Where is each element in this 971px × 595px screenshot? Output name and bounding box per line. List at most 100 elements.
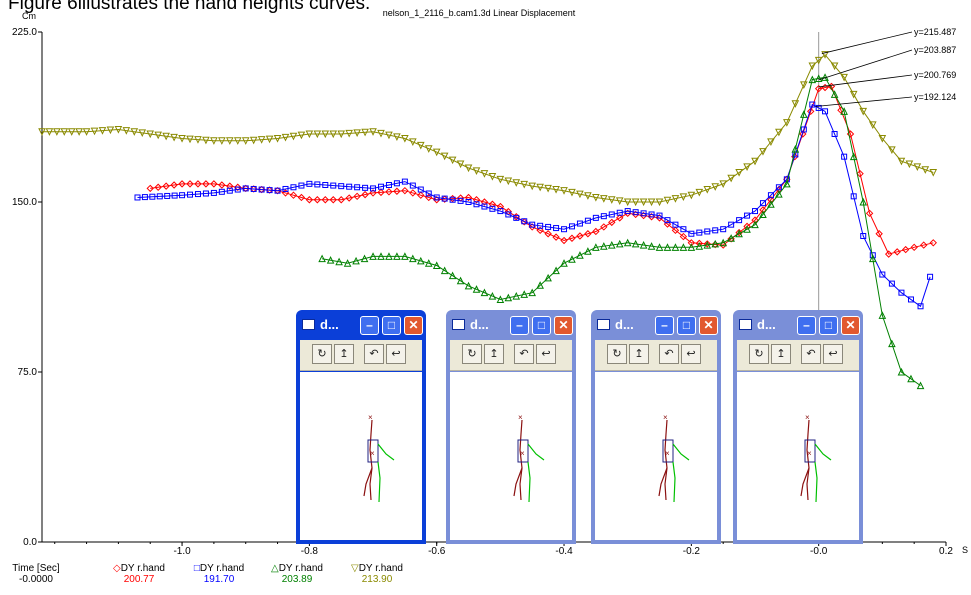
- data-point: [759, 210, 767, 218]
- data-point: [318, 254, 326, 263]
- window-app-icon: [597, 319, 610, 330]
- data-point: [879, 271, 886, 278]
- data-point: [743, 225, 751, 233]
- rotate-y-icon[interactable]: ↥: [629, 344, 649, 364]
- data-point: [544, 184, 552, 193]
- data-point: [552, 233, 560, 241]
- data-point: [687, 239, 696, 247]
- data-point: [481, 203, 488, 210]
- data-point: [592, 193, 600, 202]
- data-point: [655, 243, 664, 251]
- close-button[interactable]: ✕: [699, 316, 718, 335]
- data-point: [695, 242, 704, 250]
- rotate-left-icon[interactable]: ↶: [364, 344, 384, 364]
- data-point: [393, 252, 401, 260]
- data-point: [417, 191, 425, 199]
- data-point: [751, 157, 759, 166]
- series-line: [137, 103, 931, 308]
- data-point: [393, 180, 400, 187]
- skeleton-view: × ×: [300, 372, 422, 540]
- data-point: [560, 187, 568, 195]
- data-point: [905, 160, 914, 169]
- data-point: [584, 230, 592, 238]
- rotate-right-icon[interactable]: ↩: [536, 344, 556, 364]
- data-point: [401, 178, 408, 185]
- rotate-x-icon[interactable]: ↻: [462, 344, 482, 364]
- data-point: [440, 152, 449, 161]
- skeleton-window-2[interactable]: d... – □ ✕ ↻ ↥ ↶ ↩: [446, 310, 576, 544]
- data-point: [841, 153, 848, 160]
- window-titlebar[interactable]: d... – □ ✕: [449, 313, 573, 337]
- spine-line: [519, 419, 523, 501]
- data-point: [306, 180, 313, 187]
- data-point: [305, 130, 314, 139]
- data-point: [735, 229, 743, 238]
- figure-dark-limbs: [513, 419, 523, 501]
- maximize-button[interactable]: □: [532, 316, 551, 335]
- right-arm: [672, 443, 690, 461]
- data-point: [743, 163, 751, 171]
- legend-entry-label: ◇DY r.hand: [100, 563, 178, 574]
- data-point: [210, 189, 217, 196]
- data-point: [146, 130, 155, 139]
- data-point: [576, 220, 583, 227]
- data-point: [632, 209, 639, 216]
- data-point: [552, 266, 560, 275]
- data-point: [560, 259, 568, 267]
- data-point: [321, 130, 330, 139]
- rotate-y-icon[interactable]: ↥: [484, 344, 504, 364]
- data-point: [521, 218, 528, 225]
- hip-marker: ×: [520, 449, 525, 458]
- close-button[interactable]: ✕: [554, 316, 573, 335]
- skeleton-window-4[interactable]: d... – □ ✕ ↻ ↥ ↶ ↩: [733, 310, 863, 544]
- window-titlebar[interactable]: d... – □ ✕: [736, 313, 860, 337]
- annotation-label: y=192.124: [914, 92, 956, 102]
- data-point: [225, 137, 234, 145]
- maximize-button[interactable]: □: [382, 316, 401, 335]
- data-point: [326, 256, 335, 264]
- data-point: [878, 311, 887, 319]
- rotate-y-icon[interactable]: ↥: [334, 344, 354, 364]
- rotate-right-icon[interactable]: ↩: [681, 344, 701, 364]
- skeleton-window-1[interactable]: d... – □ ✕ ↻ ↥ ↶ ↩: [296, 310, 426, 544]
- rotate-y-icon[interactable]: ↥: [771, 344, 791, 364]
- rotate-left-icon[interactable]: ↶: [659, 344, 679, 364]
- minimize-button[interactable]: –: [510, 316, 529, 335]
- minimize-button[interactable]: –: [797, 316, 816, 335]
- close-button[interactable]: ✕: [404, 316, 423, 335]
- window-titlebar[interactable]: d... – □ ✕: [594, 313, 718, 337]
- maximize-button[interactable]: □: [677, 316, 696, 335]
- minimize-button[interactable]: –: [360, 316, 379, 335]
- rotate-left-icon[interactable]: ↶: [514, 344, 534, 364]
- rotate-x-icon[interactable]: ↻: [749, 344, 769, 364]
- skeleton-window-3[interactable]: d... – □ ✕ ↻ ↥ ↶ ↩: [591, 310, 721, 544]
- minimize-button[interactable]: –: [655, 316, 674, 335]
- torso-box: [804, 439, 816, 463]
- data-point: [767, 200, 775, 208]
- rotate-x-icon[interactable]: ↻: [607, 344, 627, 364]
- data-point: [671, 195, 680, 203]
- data-point: [624, 208, 631, 215]
- data-point: [360, 254, 369, 263]
- data-point: [767, 138, 775, 147]
- data-point: [616, 209, 623, 216]
- data-point: [141, 194, 148, 201]
- rotate-x-icon[interactable]: ↻: [312, 344, 332, 364]
- data-point: [480, 288, 489, 297]
- rotate-right-icon[interactable]: ↩: [823, 344, 843, 364]
- rotate-right-icon[interactable]: ↩: [386, 344, 406, 364]
- left-leg: [658, 467, 668, 497]
- data-point: [719, 180, 727, 188]
- data-point: [897, 367, 906, 376]
- data-point: [600, 223, 608, 231]
- rotate-left-icon[interactable]: ↶: [801, 344, 821, 364]
- data-point: [814, 56, 823, 65]
- data-point: [401, 252, 409, 260]
- maximize-button[interactable]: □: [819, 316, 838, 335]
- data-point: [512, 179, 521, 187]
- close-button[interactable]: ✕: [841, 316, 860, 335]
- data-point: [149, 193, 156, 200]
- right-arm: [814, 443, 832, 461]
- data-point: [800, 110, 808, 118]
- window-titlebar[interactable]: d... – □ ✕: [299, 313, 423, 337]
